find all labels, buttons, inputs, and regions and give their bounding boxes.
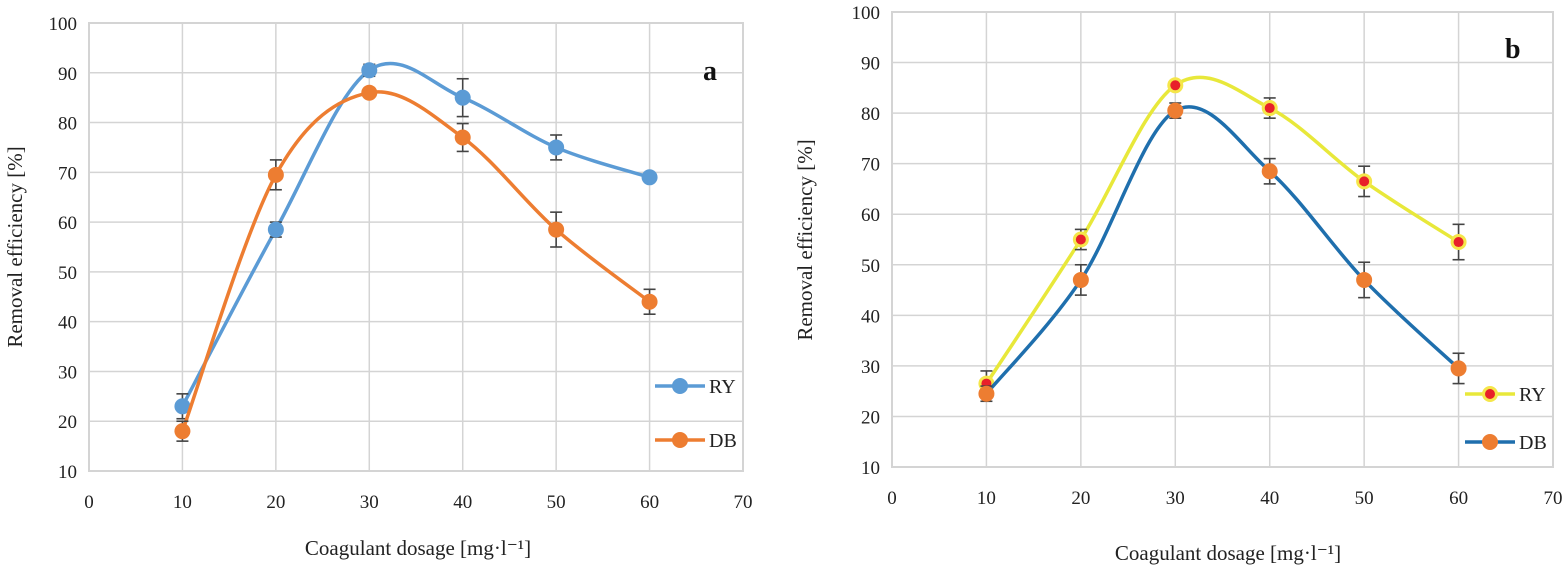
data-point [1167,102,1184,119]
data-point-inner [1359,176,1370,187]
data-point [267,221,284,238]
y-tick-label: 90 [58,64,77,85]
chart-panel-b: b Coagulant dosage [mg·l⁻¹] Removal effi… [793,3,1563,565]
data-point [978,385,995,402]
data-point-inner [1170,80,1181,91]
x-tick-label: 40 [453,492,472,513]
gridlines [891,11,1554,468]
data-point [641,293,658,310]
legend-label: RY [1519,384,1546,406]
data-point [1450,360,1467,377]
series-db [978,102,1467,403]
plot-area [88,22,744,472]
y-axis-title-b: Removal efficiency [%] [793,139,817,340]
legend-label: RY [709,376,736,398]
legend-marker [672,432,688,448]
series-line [180,61,652,409]
series-db [174,84,658,442]
legend-item-ry: RY [655,376,736,398]
x-tick-label: 20 [1071,488,1090,509]
y-tick-label: 70 [58,163,77,184]
data-point [1356,271,1373,288]
y-tick-label: 20 [58,412,77,433]
x-tick-label: 40 [1260,488,1279,509]
y-tick-label: 20 [861,407,880,428]
y-tick-label: 10 [58,462,77,483]
x-tick-label: 0 [84,492,94,513]
x-tick-label: 30 [1166,488,1185,509]
y-tick-label: 30 [861,357,880,378]
y-tick-label: 90 [861,54,880,75]
legend-label: DB [709,430,737,452]
x-tick-label: 60 [640,492,659,513]
x-tick-label: 30 [360,492,379,513]
data-point [641,169,658,186]
data-point [361,84,378,101]
data-point [361,62,378,79]
data-point [174,423,191,440]
legend-label: DB [1519,432,1547,454]
data-point [174,398,191,415]
data-point [548,221,565,238]
legend-marker-inner [1485,389,1495,399]
plot-area [891,11,1554,468]
panel-label-a: a [703,56,717,87]
y-tick-label: 100 [852,3,881,24]
x-tick-label: 20 [266,492,285,513]
legend-marker [1482,434,1498,450]
data-point [267,166,284,183]
data-point-inner [1075,234,1086,245]
data-point-inner [1264,103,1275,114]
y-tick-label: 60 [58,213,77,234]
data-point [548,139,565,156]
data-point [1072,271,1089,288]
data-point [1261,163,1278,180]
series-line [984,105,1461,396]
x-tick-label: 70 [734,492,753,513]
y-tick-label: 70 [861,155,880,176]
data-point-inner [1453,237,1464,248]
y-tick-label: 50 [58,263,77,284]
data-point [454,129,471,146]
x-tick-label: 10 [173,492,192,513]
data-point [454,89,471,106]
y-tick-label: 50 [861,256,880,277]
series-line [180,90,652,433]
y-tick-label: 60 [861,205,880,226]
y-tick-label: 10 [861,458,880,479]
y-tick-label: 80 [861,104,880,125]
legend-item-ry: RY [1465,384,1546,406]
y-tick-label: 40 [58,313,77,334]
y-tick-label: 80 [58,114,77,135]
y-tick-label: 100 [49,14,78,35]
x-axis-title-b: Coagulant dosage [mg·l⁻¹] [1115,541,1341,565]
x-axis-title-a: Coagulant dosage [mg·l⁻¹] [305,536,531,560]
legend-item-db: DB [1465,432,1547,454]
x-tick-label: 50 [1355,488,1374,509]
legend-item-db: DB [655,430,737,452]
gridlines [88,22,744,472]
x-tick-label: 50 [547,492,566,513]
panel-label-b: b [1505,34,1521,65]
y-tick-label: 40 [861,306,880,327]
y-tick-label: 30 [58,362,77,383]
y-axis-title-a: Removal efficiency [%] [3,146,27,347]
chart-panel-a: a Coagulant dosage [mg·l⁻¹] Removal effi… [3,14,753,560]
x-tick-label: 0 [887,488,897,509]
x-tick-label: 10 [977,488,996,509]
series-ry [174,61,658,420]
x-tick-label: 70 [1544,488,1563,509]
legend-marker [672,378,688,394]
x-tick-label: 60 [1449,488,1468,509]
